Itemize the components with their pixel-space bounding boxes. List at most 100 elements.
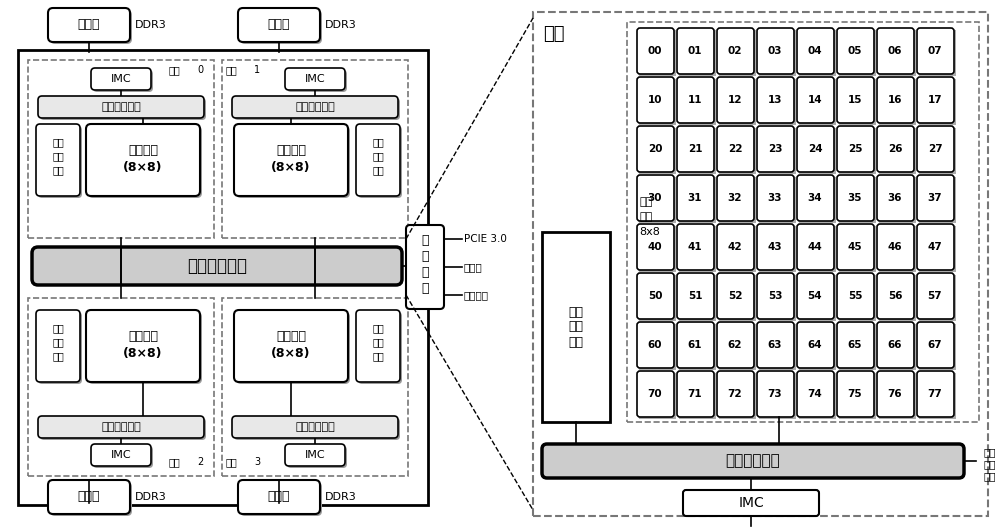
Text: 协议处理部件: 协议处理部件 — [101, 422, 141, 432]
Text: 2: 2 — [197, 457, 203, 467]
FancyBboxPatch shape — [40, 98, 206, 120]
FancyBboxPatch shape — [837, 28, 874, 74]
FancyBboxPatch shape — [86, 124, 200, 196]
Text: 25: 25 — [848, 144, 862, 154]
Text: 26: 26 — [888, 144, 902, 154]
Bar — [919, 324, 956, 370]
FancyBboxPatch shape — [356, 310, 400, 382]
Text: IMC: IMC — [111, 74, 131, 84]
Text: 1: 1 — [254, 65, 260, 75]
FancyBboxPatch shape — [234, 310, 348, 382]
Text: DDR3: DDR3 — [325, 492, 357, 502]
Bar — [639, 177, 676, 223]
Bar — [919, 128, 956, 174]
Text: 接: 接 — [421, 266, 429, 278]
Bar — [18, 50, 428, 505]
Text: 远算: 远算 — [52, 137, 64, 147]
FancyBboxPatch shape — [877, 126, 914, 172]
FancyBboxPatch shape — [677, 224, 714, 270]
FancyBboxPatch shape — [757, 273, 794, 319]
Text: 31: 31 — [688, 193, 702, 203]
FancyBboxPatch shape — [677, 322, 714, 368]
Text: 存储器: 存储器 — [268, 18, 290, 32]
Text: DDR3: DDR3 — [135, 492, 167, 502]
Text: 3: 3 — [254, 457, 260, 467]
Bar — [679, 275, 716, 321]
Text: 核心阵列: 核心阵列 — [276, 329, 306, 343]
Text: 30: 30 — [648, 193, 662, 203]
Bar — [639, 79, 676, 125]
Bar — [799, 373, 836, 419]
FancyBboxPatch shape — [877, 371, 914, 417]
FancyBboxPatch shape — [717, 28, 754, 74]
Bar — [679, 177, 716, 223]
FancyBboxPatch shape — [717, 273, 754, 319]
Text: 75: 75 — [848, 389, 862, 399]
Text: 存储器: 存储器 — [78, 491, 100, 504]
FancyBboxPatch shape — [757, 322, 794, 368]
Bar — [799, 30, 836, 76]
Text: 35: 35 — [848, 193, 862, 203]
Text: 46: 46 — [888, 242, 902, 252]
Text: 42: 42 — [728, 242, 742, 252]
Bar — [28, 298, 214, 476]
FancyBboxPatch shape — [637, 273, 674, 319]
FancyBboxPatch shape — [32, 247, 402, 285]
FancyBboxPatch shape — [637, 175, 674, 221]
Text: 37: 37 — [928, 193, 942, 203]
FancyBboxPatch shape — [240, 482, 322, 516]
FancyBboxPatch shape — [717, 126, 754, 172]
FancyBboxPatch shape — [236, 126, 350, 198]
Bar — [28, 60, 214, 238]
FancyBboxPatch shape — [757, 77, 794, 123]
Text: 控制: 控制 — [52, 151, 64, 161]
Text: 片上: 片上 — [984, 447, 996, 457]
Bar — [679, 324, 716, 370]
Text: 13: 13 — [768, 95, 782, 105]
Text: 74: 74 — [808, 389, 822, 399]
Text: 27: 27 — [928, 144, 942, 154]
FancyBboxPatch shape — [837, 175, 874, 221]
FancyBboxPatch shape — [406, 225, 444, 309]
Text: 33: 33 — [768, 193, 782, 203]
Text: 存储器: 存储器 — [78, 18, 100, 32]
Text: 32: 32 — [728, 193, 742, 203]
FancyBboxPatch shape — [358, 126, 402, 198]
FancyBboxPatch shape — [36, 124, 80, 196]
Text: 核心: 核心 — [372, 165, 384, 175]
Text: 45: 45 — [848, 242, 862, 252]
FancyBboxPatch shape — [677, 273, 714, 319]
Bar — [799, 275, 836, 321]
FancyBboxPatch shape — [637, 28, 674, 74]
Text: 64: 64 — [808, 340, 822, 350]
Bar — [759, 177, 796, 223]
Text: IMC: IMC — [738, 496, 764, 510]
Bar — [799, 79, 836, 125]
Bar — [919, 177, 956, 223]
Bar — [879, 128, 916, 174]
Text: 核心阵列: 核心阵列 — [128, 329, 158, 343]
Text: 15: 15 — [848, 95, 862, 105]
Text: PCIE 3.0: PCIE 3.0 — [464, 234, 507, 244]
Bar — [919, 79, 956, 125]
FancyBboxPatch shape — [917, 322, 954, 368]
Text: IMC: IMC — [305, 74, 325, 84]
Bar — [639, 128, 676, 174]
FancyBboxPatch shape — [877, 322, 914, 368]
Text: 控制: 控制 — [372, 337, 384, 347]
Text: 协议处理部件: 协议处理部件 — [101, 102, 141, 112]
FancyBboxPatch shape — [637, 322, 674, 368]
Bar — [759, 373, 796, 419]
Text: 22: 22 — [728, 144, 742, 154]
Bar — [839, 30, 876, 76]
Text: 远算: 远算 — [52, 323, 64, 333]
FancyBboxPatch shape — [238, 8, 320, 42]
Bar — [639, 30, 676, 76]
Bar — [879, 275, 916, 321]
Bar — [759, 275, 796, 321]
Bar — [719, 128, 756, 174]
FancyBboxPatch shape — [877, 77, 914, 123]
FancyBboxPatch shape — [683, 490, 819, 516]
FancyBboxPatch shape — [93, 446, 153, 468]
FancyBboxPatch shape — [50, 482, 132, 516]
